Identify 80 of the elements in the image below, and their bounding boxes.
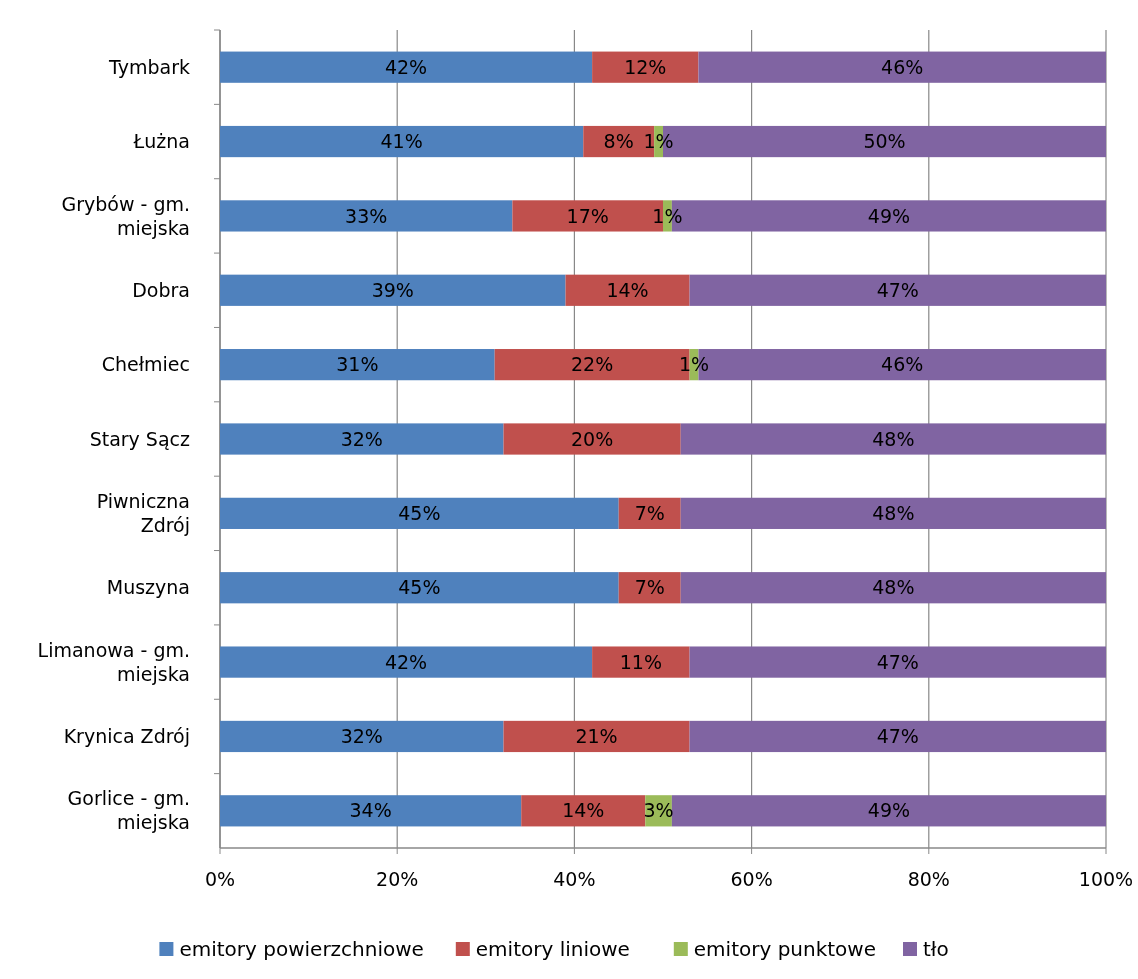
data-label: 42%: [384, 55, 428, 78]
x-tick-label: 100%: [1078, 868, 1134, 890]
bar: [220, 200, 513, 232]
y-tick-label: Grybów - gm. miejska: [61, 192, 190, 239]
bar: [220, 125, 584, 158]
x-tick-label: 0%: [204, 868, 236, 890]
data-label: 14%: [606, 278, 649, 301]
bar: [689, 274, 1106, 306]
bar: [503, 720, 690, 753]
data-label: 48%: [872, 576, 915, 599]
data-label: 42%: [384, 650, 428, 673]
data-label: 14%: [562, 799, 605, 822]
data-label: 31%: [336, 353, 379, 376]
bar: [565, 274, 690, 306]
bar: [220, 274, 566, 306]
data-label: 45%: [398, 576, 441, 599]
data-label: 47%: [876, 278, 919, 301]
x-tick-label: 20%: [376, 868, 419, 890]
bar: [220, 720, 504, 753]
bar: [521, 795, 646, 827]
data-label: 48%: [872, 502, 915, 525]
bar: [680, 423, 1106, 455]
data-label: 8%: [603, 130, 634, 153]
data-label: 20%: [571, 427, 614, 450]
data-label: 47%: [876, 650, 919, 673]
data-label: 17%: [566, 204, 609, 227]
y-tick-label: Chełmiec: [101, 353, 190, 376]
legend-label: emitory punktowe: [693, 937, 877, 961]
bar: [220, 349, 495, 381]
data-label: 49%: [867, 204, 911, 227]
legend-label: tło: [923, 937, 949, 961]
data-label: 47%: [876, 725, 919, 748]
bar: [220, 572, 619, 604]
data-label: 48%: [872, 427, 915, 450]
x-tick-label: 40%: [553, 868, 596, 890]
data-label: 49%: [867, 799, 911, 822]
legend-label: emitory powierzchniowe: [179, 937, 424, 961]
bar: [220, 497, 619, 529]
bar: [680, 572, 1106, 604]
data-label: 45%: [398, 502, 441, 525]
data-label: 46%: [881, 55, 924, 78]
data-label: 22%: [571, 353, 614, 376]
y-tick-label: Muszyna: [106, 576, 190, 599]
data-label: 7%: [634, 576, 665, 599]
legend-label: emitory liniowe: [475, 937, 630, 961]
data-label: 50%: [863, 130, 906, 153]
bar: [671, 795, 1106, 827]
data-label: 34%: [349, 799, 392, 822]
y-tick-label: Tymbark: [108, 55, 190, 78]
bar: [220, 646, 593, 678]
y-tick-label: Piwniczna Zdrój: [96, 490, 190, 537]
bar: [220, 795, 522, 827]
bar: [689, 720, 1106, 753]
data-label: 12%: [624, 55, 667, 78]
bar: [220, 51, 593, 83]
data-label: 32%: [340, 725, 383, 748]
y-tick-label: Dobra: [132, 278, 190, 301]
y-tick-label: Limanowa - gm. miejska: [37, 638, 190, 685]
data-label: 3%: [643, 799, 674, 822]
bar: [220, 423, 504, 455]
x-tick-label: 80%: [907, 868, 950, 890]
data-label: 41%: [380, 130, 423, 153]
y-tick-label: Krynica Zdrój: [63, 725, 190, 748]
data-label: 32%: [340, 427, 383, 450]
bar: [680, 497, 1106, 529]
data-label: 46%: [881, 353, 924, 376]
data-label: 39%: [371, 278, 414, 301]
data-label: 11%: [619, 650, 662, 673]
data-label: 21%: [575, 725, 618, 748]
bar: [698, 51, 1106, 83]
x-tick-label: 60%: [730, 868, 773, 890]
y-tick-label: Łużna: [132, 130, 190, 153]
bar: [503, 423, 681, 455]
bar: [592, 646, 690, 678]
y-tick-label: Stary Sącz: [89, 427, 191, 450]
bar: [592, 51, 699, 83]
data-label: 33%: [345, 204, 388, 227]
data-label: 7%: [634, 502, 665, 525]
bar: [689, 646, 1106, 678]
y-tick-label: Gorlice - gm. miejska: [67, 787, 190, 834]
